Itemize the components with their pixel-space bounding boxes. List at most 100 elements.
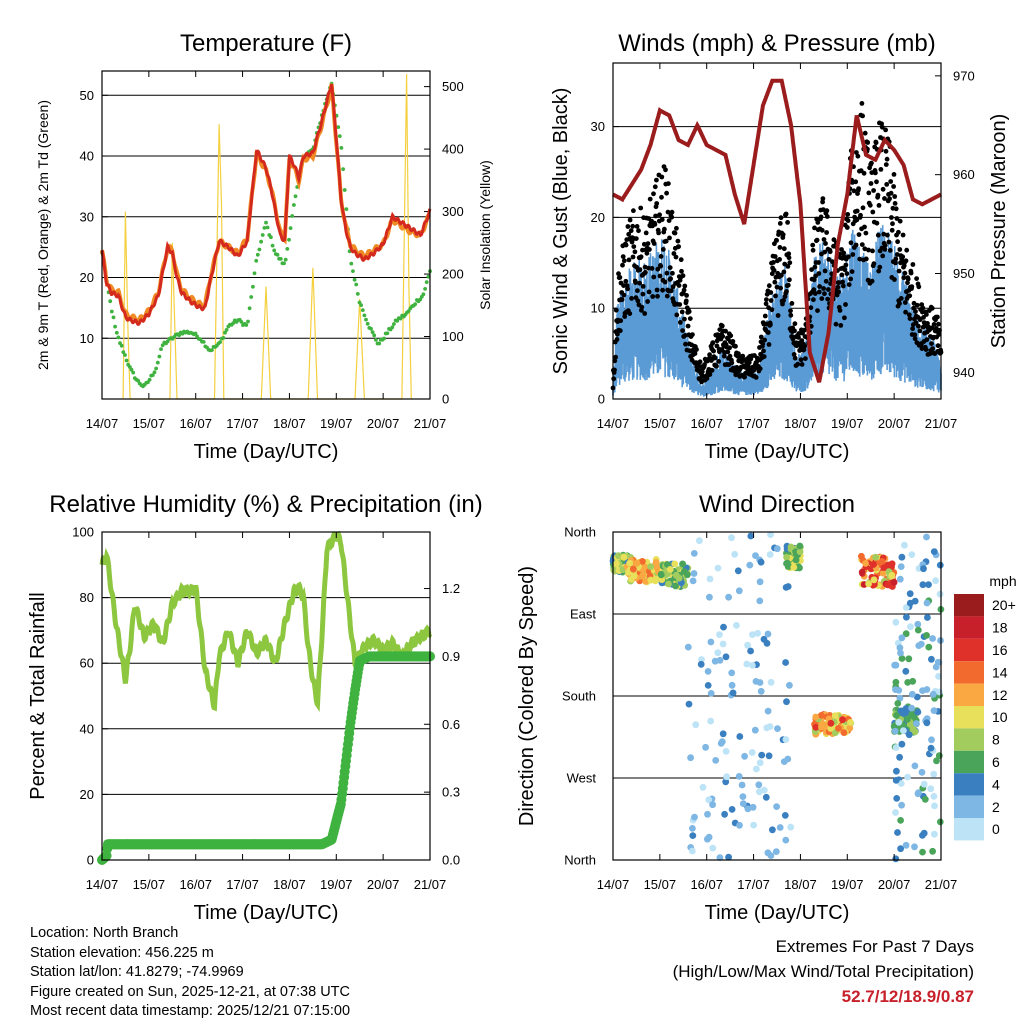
dewpoint-point (285, 247, 290, 251)
dewpoint-point (354, 282, 359, 287)
direction-point (736, 821, 743, 829)
gust-point (764, 297, 769, 302)
chart-title-temperature: Temperature (F) (180, 30, 352, 57)
gust-point (870, 248, 875, 254)
gust-point (659, 194, 664, 200)
legend-label: 18 (992, 620, 1008, 636)
x-tick-label: 16/07 (179, 416, 212, 431)
dewpoint-point (257, 247, 262, 252)
gust-point (760, 341, 766, 347)
gust-point (791, 334, 796, 340)
gust-point (746, 360, 752, 365)
dewpoint-point (270, 243, 275, 248)
dewpoint-point (109, 309, 114, 314)
legend-swatch (954, 728, 984, 751)
direction-point (786, 681, 793, 689)
direction-point (689, 577, 697, 585)
direction-point (930, 707, 938, 714)
gust-point (653, 213, 658, 219)
direction-point (895, 719, 903, 726)
gust-point (620, 262, 625, 268)
direction-point (930, 793, 938, 800)
gust-point (810, 247, 816, 253)
direction-point (921, 795, 929, 803)
direction-point (739, 793, 747, 800)
direction-point (764, 707, 772, 715)
gust-point (873, 140, 879, 146)
direction-point (892, 618, 900, 626)
gust-point (819, 296, 825, 301)
direction-point (911, 728, 919, 736)
dewpoint-point (254, 258, 259, 263)
direction-point (892, 744, 900, 751)
direction-point (709, 801, 716, 809)
y-tick-label: 20 (80, 270, 94, 285)
gust-point (633, 236, 639, 242)
direction-point (925, 581, 932, 588)
direction-point (892, 776, 900, 784)
direction-point (744, 641, 751, 649)
dewpoint-point (131, 370, 136, 375)
direction-point (898, 801, 905, 809)
gust-point (859, 242, 865, 248)
legend-swatch (954, 638, 984, 662)
gust-point (636, 228, 641, 234)
direction-point (744, 805, 752, 813)
gust-point (822, 291, 827, 297)
dewpoint-point (177, 333, 182, 338)
gust-point (727, 345, 732, 351)
dewpoint-point (152, 370, 157, 375)
dewpoint-point (251, 284, 255, 289)
direction-point (706, 593, 713, 601)
gust-point (651, 241, 657, 246)
dewpoint-point (244, 323, 249, 327)
gust-point (848, 240, 854, 246)
direction-point (914, 790, 922, 798)
gust-point (897, 247, 903, 252)
gust-point (827, 249, 833, 255)
y2-tick-label: 0 (442, 392, 449, 407)
gust-point (819, 227, 825, 233)
direction-point (900, 727, 907, 734)
plot-frame-humidity (101, 531, 431, 861)
y-tick-label: 0 (87, 853, 94, 868)
direction-point (817, 712, 825, 719)
legend-label: 12 (992, 687, 1008, 703)
gust-point (769, 307, 775, 313)
direction-point (689, 825, 696, 832)
gust-point (888, 179, 894, 184)
gust-point (905, 276, 911, 282)
gust-point (617, 275, 623, 280)
gust-point (710, 340, 716, 345)
direction-point (680, 568, 688, 575)
gust-point (884, 156, 890, 162)
direction-point (906, 599, 914, 607)
dewpoint-point (351, 269, 355, 273)
gust-point (822, 268, 828, 274)
gust-point (845, 218, 851, 224)
gust-point (637, 280, 642, 286)
gust-point (873, 170, 878, 176)
dewpoint-point (392, 322, 396, 326)
direction-point (630, 565, 637, 573)
gust-point (629, 296, 634, 301)
y2-tick-label: 940 (953, 365, 975, 380)
direction-point (707, 690, 715, 697)
dewpoint-point (359, 303, 363, 307)
direction-point (746, 561, 754, 569)
gust-point (742, 374, 747, 380)
gust-point (871, 188, 876, 193)
direction-point (902, 604, 910, 611)
legend-label: 14 (992, 664, 1008, 680)
gust-point (630, 254, 636, 260)
y2-tick-label: 1.2 (442, 581, 460, 596)
direction-point (749, 803, 757, 811)
y2-tick-label: 950 (953, 266, 975, 281)
direction-point (902, 705, 910, 712)
gust-point (712, 355, 718, 361)
dewpoint-point (336, 125, 341, 129)
gust-point (856, 232, 862, 238)
gust-point (897, 301, 902, 306)
gust-point (815, 308, 820, 313)
direction-point (764, 849, 772, 857)
